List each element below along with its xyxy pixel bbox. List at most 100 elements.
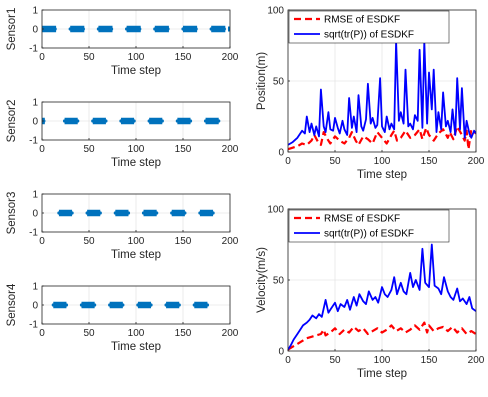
x-tick-label: 200	[222, 144, 239, 155]
x-tick-label: 100	[128, 52, 145, 63]
sensor-point	[98, 211, 102, 215]
sensor-point	[93, 303, 97, 307]
sensor-point	[205, 303, 210, 307]
legend: RMSE of ESDKF sqrt(tr(P)) of ESDKF	[288, 10, 450, 44]
x-tick-label: 150	[421, 156, 438, 167]
sensor-point	[121, 303, 125, 307]
x-tick-label: 100	[128, 328, 145, 339]
sensor-point	[138, 27, 142, 31]
sensor-point	[177, 303, 181, 307]
x-tick-label: 200	[468, 355, 485, 366]
x-axis-label: Time step	[357, 368, 407, 380]
sensor-point	[109, 27, 114, 31]
sensor-point	[53, 27, 57, 31]
x-tick-label: 200	[222, 328, 239, 339]
x-axis-label: Time step	[111, 249, 161, 261]
legend-label: RMSE of ESDKF	[324, 15, 400, 26]
series-line-sqrt-trace	[288, 243, 476, 351]
y-axis-label: Velocity(m/s)	[256, 247, 268, 313]
x-axis-label: Time step	[111, 341, 161, 353]
sensor-point	[70, 211, 74, 215]
x-tick-label: 200	[222, 52, 239, 63]
x-axis-label: Time step	[111, 157, 161, 169]
sensor-point	[104, 119, 108, 123]
sensor-point	[76, 119, 80, 123]
x-tick-label: 0	[39, 52, 45, 63]
x-tick-label: 50	[329, 355, 341, 366]
x-tick-label: 0	[39, 144, 45, 155]
x-tick-label: 100	[374, 355, 391, 366]
x-tick-label: 150	[175, 236, 192, 247]
x-tick-label: 200	[222, 236, 239, 247]
legend: RMSE of ESDKF sqrt(tr(P)) of ESDKF	[288, 209, 450, 243]
data-layer	[288, 40, 476, 151]
sensor-point	[222, 27, 226, 31]
x-axis-label: Time step	[111, 65, 161, 77]
x-tick-label: 150	[421, 355, 438, 366]
x-tick-label: 100	[128, 144, 145, 155]
x-tick-label: 150	[175, 144, 192, 155]
y-axis-label: Sensor1	[6, 8, 18, 51]
series-line-sqrt-trace	[288, 40, 476, 146]
x-tick-label: 150	[175, 52, 192, 63]
x-axis-label: Time step	[357, 169, 407, 181]
legend-label: RMSE of ESDKF	[324, 214, 400, 225]
x-tick-label: 50	[83, 328, 95, 339]
x-tick-label: 0	[39, 236, 45, 247]
x-tick-label: 50	[83, 52, 95, 63]
x-tick-label: 0	[285, 355, 291, 366]
x-tick-label: 100	[128, 236, 145, 247]
y-tick-label: 0	[32, 301, 38, 312]
sensor-point	[194, 27, 198, 31]
y-axis-label: Sensor4	[6, 283, 18, 326]
sensor-point	[217, 119, 221, 123]
sensor-point	[126, 211, 131, 215]
sensor-point	[211, 211, 215, 215]
y-tick-label: 0	[278, 148, 284, 159]
x-tick-label: 200	[468, 156, 485, 167]
sensor-point	[64, 303, 69, 307]
y-tick-label: 50	[273, 276, 285, 287]
sensor-point	[132, 119, 136, 123]
legend-label: sqrt(tr(P)) of ESDKF	[324, 30, 414, 41]
chart-panel-6: RMSE of ESDKF sqrt(tr(P)) of ESDKF 0 50 100 1…	[256, 205, 485, 381]
x-tick-label: 50	[83, 144, 95, 155]
sensor-point	[160, 119, 164, 123]
sensor-point	[149, 303, 153, 307]
sensor-point	[81, 27, 85, 31]
y-tick-label: 0	[278, 347, 284, 358]
y-axis-label: Position(m)	[256, 52, 268, 110]
x-tick-label: 50	[83, 236, 95, 247]
y-tick-label: 1	[32, 98, 38, 109]
chart-panel-5: RMSE of ESDKF sqrt(tr(P)) of ESDKF 0 50 100 1…	[256, 6, 485, 182]
y-tick-label: -1	[29, 320, 38, 331]
y-tick-label: 1	[32, 190, 38, 201]
data-layer	[288, 243, 476, 351]
x-tick-label: 150	[175, 328, 192, 339]
y-tick-label: 50	[273, 77, 285, 88]
y-tick-label: -1	[29, 44, 38, 55]
y-tick-label: 0	[32, 209, 38, 220]
sensor-point	[183, 211, 187, 215]
y-tick-label: 0	[32, 25, 38, 36]
sensor-point	[166, 27, 170, 31]
data-layer	[51, 301, 210, 309]
sensor-point	[155, 211, 159, 215]
series-line-rmse	[288, 321, 476, 351]
series-line-rmse	[288, 125, 476, 151]
y-tick-label: 100	[267, 205, 284, 216]
legend-label: sqrt(tr(P)) of ESDKF	[324, 229, 414, 240]
y-tick-label: -1	[29, 228, 38, 239]
x-tick-label: 0	[39, 328, 45, 339]
sensor-point	[188, 119, 193, 123]
y-tick-label: -1	[29, 136, 38, 147]
y-tick-label: 1	[32, 6, 38, 17]
y-axis-label: Sensor2	[6, 100, 18, 143]
legend-box	[288, 10, 450, 44]
y-tick-label: 1	[32, 282, 38, 293]
